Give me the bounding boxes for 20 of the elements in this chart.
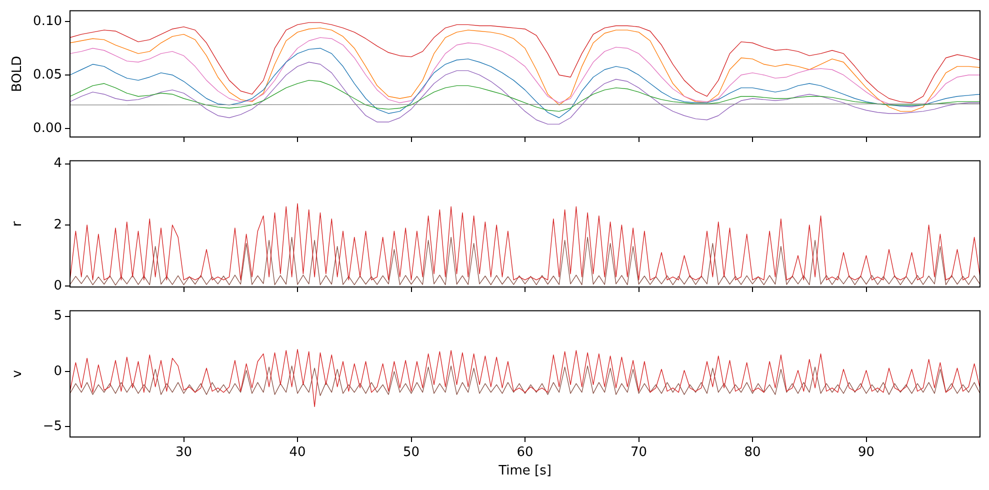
y-tick-label: 0.00 — [33, 120, 62, 136]
y-tick-label: 0 — [54, 364, 62, 379]
x-tick-label: 30 — [175, 445, 192, 460]
x-tick-label: 70 — [630, 445, 648, 460]
x-tick-label: 80 — [744, 445, 761, 460]
x-tick-label: 90 — [858, 445, 875, 460]
y-axis-title: v — [10, 370, 26, 378]
y-tick-label: 0.10 — [33, 14, 62, 29]
y-tick-label: −5 — [42, 418, 62, 434]
y-tick-label: 0 — [54, 278, 62, 294]
x-tick-label: 40 — [289, 445, 306, 460]
y-tick-label: 0.05 — [33, 67, 62, 82]
y-axis-title: BOLD — [10, 56, 26, 92]
y-tick-label: 4 — [54, 156, 62, 172]
y-tick-label: 2 — [54, 217, 62, 232]
y-axis-title: r — [10, 220, 26, 227]
y-tick-label: 5 — [54, 308, 62, 324]
x-axis-title: Time [s] — [498, 464, 552, 479]
x-tick-label: 60 — [516, 445, 534, 460]
x-tick-label: 50 — [402, 445, 420, 460]
